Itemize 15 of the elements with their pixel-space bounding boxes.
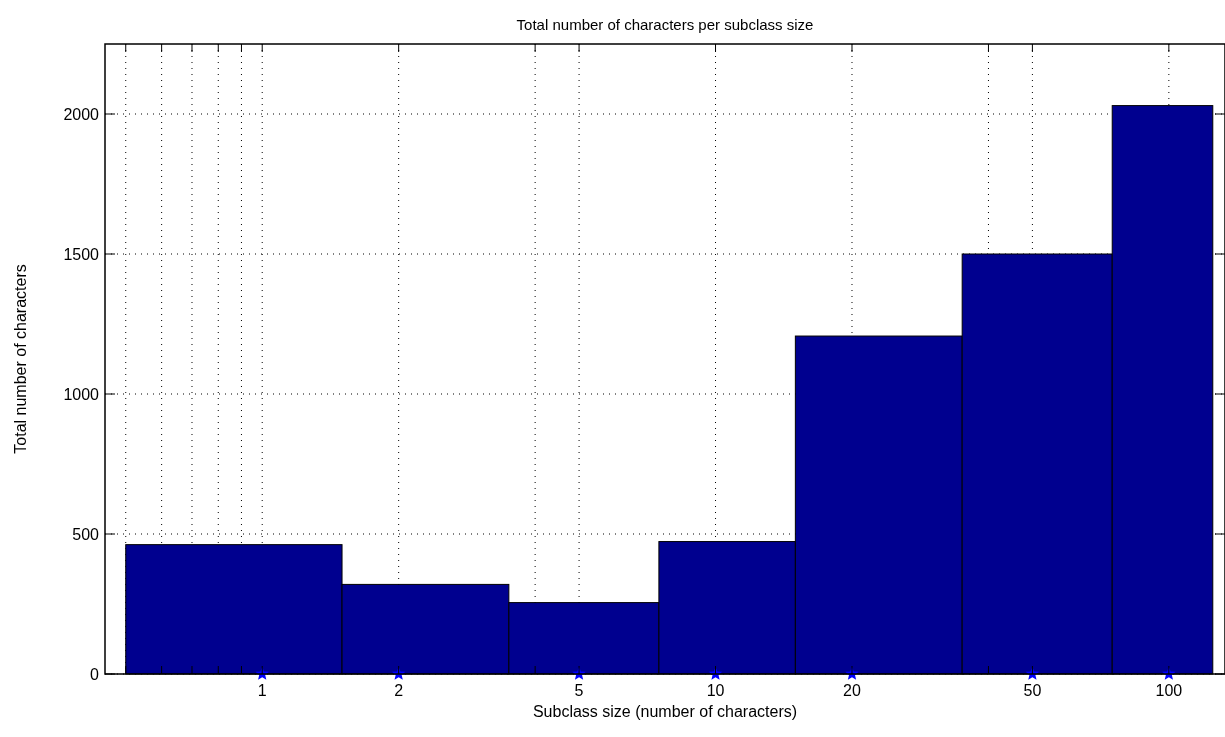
y-tick-label: 0: [90, 665, 100, 683]
y-tick-label: 1000: [63, 385, 100, 403]
x-tick-label: 10: [706, 682, 725, 699]
chart-title: Total number of characters per subclass size: [516, 16, 814, 33]
x-tick-label: 1: [257, 682, 267, 699]
x-tick-label: 5: [574, 682, 584, 699]
y-tick-label: 1500: [63, 245, 100, 263]
y-tick-label: 2000: [63, 105, 100, 123]
y-axis-title: Total number of characters: [12, 264, 29, 454]
y-tick-label: 500: [72, 525, 100, 543]
x-tick-label: 50: [1023, 682, 1042, 699]
x-tick-label: 20: [843, 682, 861, 699]
x-tick-label: 100: [1155, 682, 1183, 699]
x-tick-label: 2: [394, 682, 404, 699]
x-axis-title: Subclass size (number of characters): [532, 703, 798, 720]
